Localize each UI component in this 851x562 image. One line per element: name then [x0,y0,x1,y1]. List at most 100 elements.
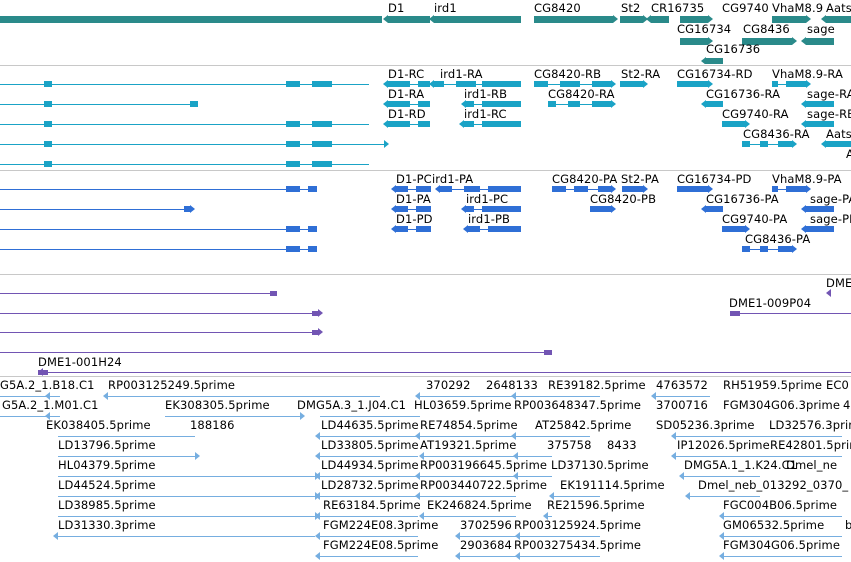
feature-label-dmg5a-1-1-k24-c1[interactable]: DMG5A.1_1.K24.C1 [684,458,798,472]
feature-label-cg16736[interactable]: CG16736 [706,42,761,56]
feature-label-d1-pc[interactable]: D1-PC [396,172,432,186]
exon-block[interactable] [0,16,382,23]
exon-block[interactable] [396,186,408,192]
feature-label-fgc004b06-5prime[interactable]: FGC004B06.5prime [723,498,838,512]
feature-label-cg8436-pa[interactable]: CG8436-PA [745,232,811,246]
exon-block[interactable] [308,186,317,192]
feature-label-cg8420-pb[interactable]: CG8420-PB [590,192,657,206]
exon-block[interactable] [388,101,410,107]
feature-label-dmel-neb-013292-0370[interactable]: Dmel_neb_013292_0370_ [698,478,849,492]
exon-block[interactable] [778,246,792,252]
feature-label-rp003125249-5prime[interactable]: RP003125249.5prime [108,378,236,392]
feature-label-375758[interactable]: 375758 [547,438,592,452]
exon-block[interactable] [270,291,277,296]
exon-block[interactable] [418,81,430,87]
feature-label-d1-pa[interactable]: D1-PA [396,192,431,206]
feature-label-ld44934-5prime[interactable]: LD44934.5prime [321,458,419,472]
exon-block[interactable] [677,186,708,192]
feature-label-dme1-009p04[interactable]: DME1-009P04 [729,296,812,310]
exon-block[interactable] [742,141,750,147]
feature-label-sage-pb[interactable]: sage-PB [810,212,851,226]
exon-block[interactable] [418,101,430,107]
feature-label-ek246824-5prime[interactable]: EK246824.5prime [427,498,532,512]
feature-label-gm06532-5prime[interactable]: GM06532.5prime [723,518,825,532]
feature-label-cg16734-pd[interactable]: CG16734-PD [677,172,752,186]
feature-label-sage[interactable]: sage [807,22,835,36]
feature-label-dme[interactable]: DME [826,276,851,290]
feature-label-at25842-5prime[interactable]: AT25842.5prime [535,418,632,432]
exon-block[interactable] [786,81,806,87]
exon-block[interactable] [44,141,52,147]
feature-label-cg16734[interactable]: CG16734 [677,22,732,36]
exon-block[interactable] [286,246,300,252]
feature-label-vham8-9-pa[interactable]: VhaM8.9-PA [772,172,842,186]
feature-label-d1-rd[interactable]: D1-RD [388,107,426,121]
feature-label-d1-pd[interactable]: D1-PD [396,212,433,226]
feature-label-4763572[interactable]: 4763572 [656,378,708,392]
feature-label-ird1-rb[interactable]: ird1-RB [464,87,508,101]
exon-block[interactable] [706,206,723,212]
exon-block[interactable] [312,330,318,335]
feature-label-4[interactable]: 4 [843,398,851,412]
exon-block[interactable] [388,81,410,87]
feature-label-b[interactable]: b [845,518,851,532]
exon-block[interactable] [418,121,430,127]
feature-label-ip12026-5prime[interactable]: IP12026.5prime [677,438,770,452]
feature-label-cg8420-pa[interactable]: CG8420-PA [552,172,618,186]
exon-block[interactable] [44,101,52,107]
exon-block[interactable] [396,206,408,212]
exon-block[interactable] [706,58,723,64]
exon-block[interactable] [806,206,834,212]
exon-block[interactable] [806,121,834,127]
exon-block[interactable] [806,101,834,107]
exon-block[interactable] [772,81,778,87]
feature-label-ek308305-5prime[interactable]: EK308305.5prime [165,398,270,412]
feature-label-sage-pa[interactable]: sage-PA [810,192,851,206]
feature-label-ird1-ra[interactable]: ird1-RA [440,67,483,81]
feature-label-cg8420[interactable]: CG8420 [534,1,581,15]
exon-block[interactable] [440,186,452,192]
exon-block[interactable] [308,226,317,232]
feature-label-fgm224e08-3prime[interactable]: FGM224E08.3prime [323,518,439,532]
exon-block[interactable] [534,81,548,87]
feature-label-ld33805-5prime[interactable]: LD33805.5prime [321,438,419,452]
feature-label-st2[interactable]: St2 [621,1,641,15]
exon-block[interactable] [622,186,643,192]
feature-label-re39182-5prime[interactable]: RE39182.5prime [548,378,646,392]
feature-label-re63184-5prime[interactable]: RE63184.5prime [323,498,421,512]
exon-block[interactable] [482,206,521,212]
exon-block[interactable] [482,81,521,87]
feature-label-rh51959-5prime[interactable]: RH51959.5prime [723,378,823,392]
feature-label-dme1-001h24[interactable]: DME1-001H24 [38,355,122,369]
exon-block[interactable] [312,81,332,87]
feature-label-cg8420-ra[interactable]: CG8420-RA [548,87,615,101]
exon-block[interactable] [778,141,792,147]
exon-block[interactable] [806,38,834,45]
exon-block[interactable] [592,101,611,107]
exon-block[interactable] [434,81,444,87]
feature-label-sage-rb[interactable]: sage-RB [807,107,851,121]
feature-label-cg9740-pa[interactable]: CG9740-PA [722,212,788,226]
feature-label-a[interactable]: A [846,147,851,161]
exon-block[interactable] [772,16,806,23]
exon-block[interactable] [388,16,430,23]
feature-label-cr16735[interactable]: CR16735 [651,1,705,15]
feature-label-8433[interactable]: 8433 [607,438,637,452]
feature-label-dmel-ne[interactable]: Dmel_ne [786,458,838,472]
exon-block[interactable] [680,38,708,45]
feature-label-cg8420-rb[interactable]: CG8420-RB [534,67,602,81]
feature-label-g5a-2-1-m01-c1[interactable]: G5A.2_1.M01.C1 [2,398,99,412]
exon-block[interactable] [38,370,48,375]
feature-label-ld13796-5prime[interactable]: LD13796.5prime [58,438,156,452]
feature-label-re42801-5prime[interactable]: RE42801.5prime [770,438,851,452]
exon-block[interactable] [742,246,750,252]
feature-label-hl04379-5prime[interactable]: HL04379.5prime [58,458,156,472]
exon-block[interactable] [482,101,521,107]
feature-label-ek038405-5prime[interactable]: EK038405.5prime [46,418,151,432]
exon-block[interactable] [308,246,317,252]
exon-block[interactable] [396,226,408,232]
feature-label-ird1-pa[interactable]: ird1-PA [432,172,474,186]
feature-label-hl03659-5prime[interactable]: HL03659.5prime [414,398,512,412]
feature-label-ird1-pc[interactable]: ird1-PC [466,192,509,206]
feature-label-3702596[interactable]: 3702596 [460,518,512,532]
